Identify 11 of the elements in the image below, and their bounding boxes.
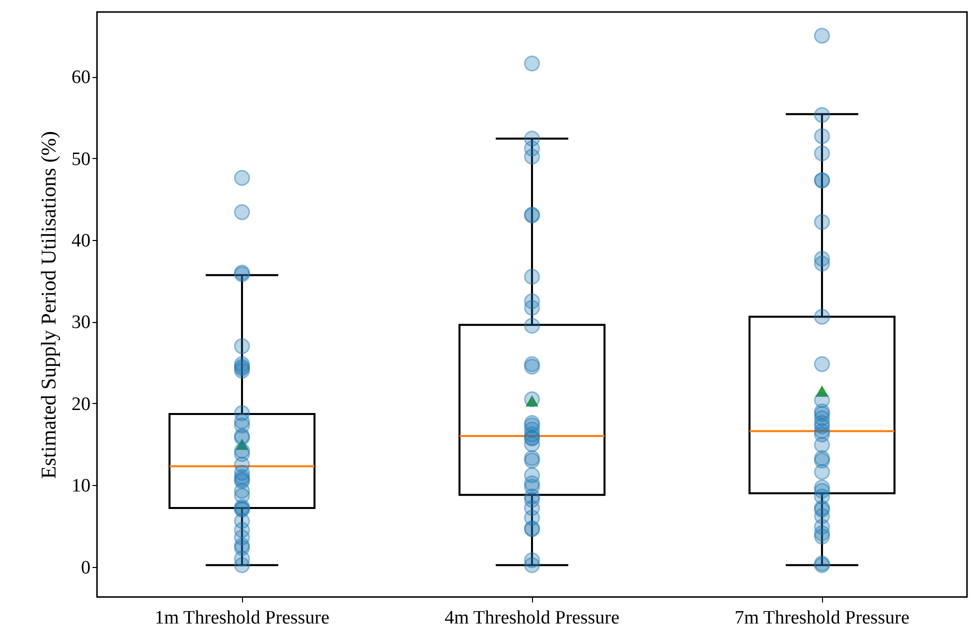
y-tick-label: 0 <box>81 557 90 578</box>
x-tick-label: 1m Threshold Pressure <box>154 608 330 628</box>
y-tick-label: 30 <box>72 312 90 334</box>
y-tick-label: 20 <box>72 394 90 415</box>
y-tick-label: 40 <box>72 230 90 252</box>
y-tick-label: 10 <box>72 476 90 497</box>
y-axis-title: Estimated Supply Period Utilisations (%) <box>36 131 60 479</box>
x-tick-label: 4m Threshold Pressure <box>444 608 620 628</box>
y-tick-label: 60 <box>72 67 90 88</box>
y-tick-label: 50 <box>72 148 90 170</box>
x-tick-label: 7m Threshold Pressure <box>734 608 910 628</box>
